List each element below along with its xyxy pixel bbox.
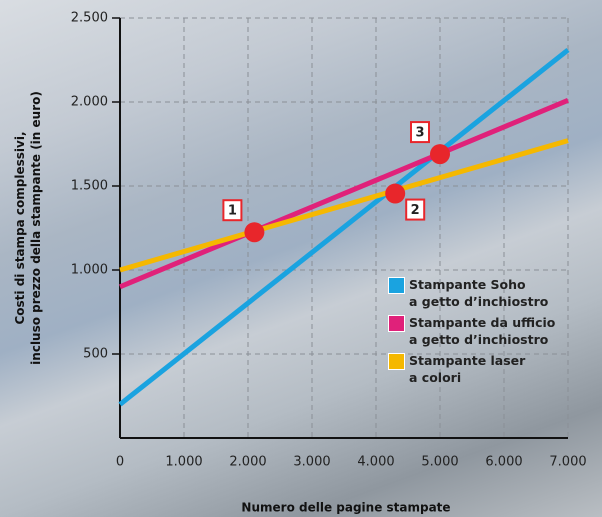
intersection-marker bbox=[385, 183, 406, 204]
intersection-marker bbox=[244, 222, 265, 243]
marker-badge bbox=[410, 121, 430, 144]
y-tick-label: 2.500 bbox=[71, 11, 108, 26]
legend-item: Stampante Soho a getto d’inchiostro bbox=[388, 277, 555, 310]
legend-swatch bbox=[388, 353, 405, 370]
legend-swatch bbox=[388, 315, 405, 332]
marker-label: 2 bbox=[411, 203, 420, 218]
legend-item: Stampante laser a colori bbox=[388, 353, 555, 386]
marker-badge bbox=[405, 198, 426, 221]
series-line bbox=[119, 98, 569, 290]
y-tick-label: 2.000 bbox=[71, 95, 108, 110]
series-line bbox=[119, 138, 569, 273]
x-tick-label: 3.000 bbox=[293, 455, 330, 470]
x-tick-label: 4.000 bbox=[357, 455, 394, 470]
legend: Stampante Soho a getto d’inchiostro Stamp… bbox=[388, 277, 555, 391]
x-tick-label: 1.000 bbox=[165, 455, 202, 470]
legend-label: Stampante Soho a getto d’inchiostro bbox=[409, 277, 549, 309]
y-tick-label: 1.000 bbox=[71, 263, 108, 278]
legend-label: Stampante laser a colori bbox=[409, 353, 526, 385]
legend-item: Stampante da ufficio a getto d’inchiostr… bbox=[388, 315, 555, 348]
x-axis-title: Numero delle pagine stampate bbox=[241, 501, 450, 515]
y-tick-label: 500 bbox=[83, 347, 108, 362]
x-tick-label: 0 bbox=[116, 455, 124, 470]
legend-label: Stampante da ufficio a getto d’inchiostr… bbox=[409, 315, 556, 347]
marker-label: 3 bbox=[415, 126, 424, 141]
x-tick-label: 7.000 bbox=[549, 455, 586, 470]
y-axis-title: Costi di stampa complessivi, incluso prez… bbox=[13, 91, 43, 365]
legend-swatch bbox=[388, 277, 405, 294]
series-line bbox=[118, 47, 570, 407]
y-tick-label: 1.500 bbox=[71, 179, 108, 194]
x-tick-label: 6.000 bbox=[485, 455, 522, 470]
x-tick-label: 2.000 bbox=[229, 455, 266, 470]
x-tick-label: 5.000 bbox=[421, 455, 458, 470]
marker-label: 1 bbox=[228, 204, 237, 219]
intersection-marker bbox=[430, 144, 450, 165]
marker-badge bbox=[222, 199, 243, 222]
